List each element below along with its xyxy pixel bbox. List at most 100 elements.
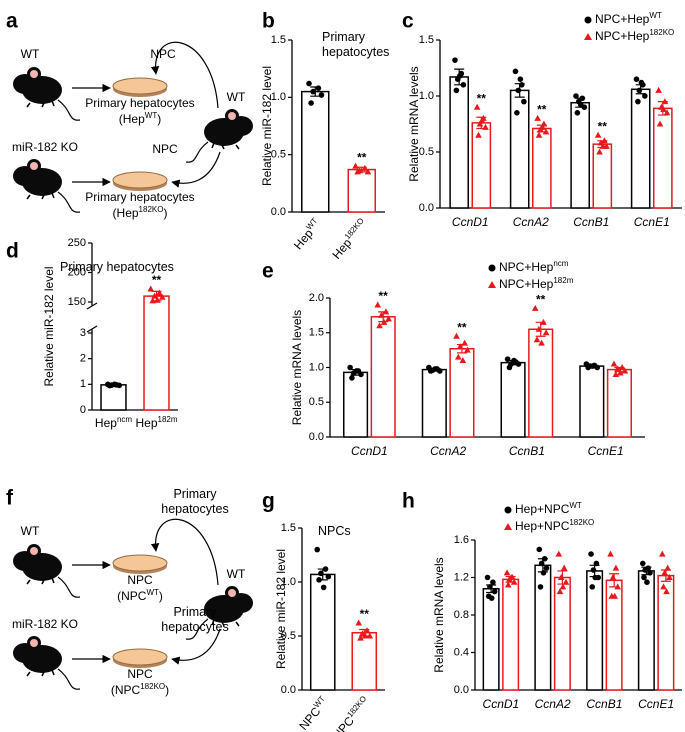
y-tick-label: 1.0: [309, 361, 324, 373]
bar: [534, 564, 552, 691]
data-point: [452, 57, 458, 63]
bar: [509, 89, 530, 209]
superscript: 182KO: [343, 216, 366, 241]
bar: [579, 365, 605, 438]
error-bar: [535, 321, 546, 337]
data-point: [374, 301, 382, 308]
mouse-icon: [13, 636, 81, 690]
y-tick-label: 0.5: [419, 146, 434, 158]
data-point: [539, 123, 546, 130]
data-point: [514, 110, 520, 116]
error-bar: [660, 569, 671, 582]
y-tick-label: 2.0: [309, 292, 324, 304]
legend-label: Hep+NPC182KO: [515, 518, 594, 534]
superscript: 182KO: [139, 205, 164, 214]
data-point: [156, 289, 163, 296]
data-point: [385, 315, 392, 322]
legend-label: NPC+HepWT: [595, 11, 662, 27]
bar: [500, 361, 526, 438]
y-tick-label: 1.2: [454, 571, 469, 583]
y-tick-label: 3: [80, 327, 86, 339]
x-tick-label: CcnE1: [634, 215, 670, 229]
data-point: [555, 550, 563, 557]
superscript: ncm: [553, 259, 568, 268]
y-tick-label: 0.5: [281, 630, 296, 642]
chart-title: NPCs: [318, 524, 351, 538]
mouse-feet: [26, 669, 55, 677]
y-tick-label: 1.6: [454, 534, 469, 546]
panel-letter: h: [402, 490, 415, 513]
data-point: [504, 581, 512, 588]
y-tick-label: 2: [80, 353, 86, 365]
superscript: ncm: [117, 415, 132, 424]
axis-break: [86, 302, 98, 333]
data-point: [610, 360, 618, 367]
y-tick-label: 0.5: [309, 396, 324, 408]
y-axis-label: Relative mRNA levels: [407, 66, 421, 181]
error-bar: [356, 166, 367, 173]
data-point: [315, 85, 322, 91]
data-point: [306, 80, 312, 87]
data-point: [455, 353, 462, 360]
chart-title-box: Primary hepatocytes: [322, 30, 389, 59]
mouse-label: WT: [21, 524, 40, 538]
dish-top: [112, 171, 168, 189]
legend-marker: [488, 264, 496, 272]
y-tick-label: 1.5: [281, 522, 296, 534]
arrow: [171, 151, 221, 188]
y-tick-label: 0.0: [454, 684, 469, 696]
bar: [570, 101, 590, 209]
y-tick-label: 1.0: [281, 576, 296, 588]
y-tick-label: 1: [80, 378, 86, 390]
superscript: 182m: [553, 276, 573, 285]
panel-letter: b: [262, 10, 275, 33]
data-point: [376, 322, 383, 329]
data-point: [642, 567, 648, 573]
data-point: [478, 117, 486, 124]
bar: [502, 578, 520, 691]
panel-letter: e: [262, 260, 274, 283]
dish-caption-sub: (Hep182KO): [113, 205, 168, 221]
bar: [351, 632, 378, 691]
y-axis-label: Relative miR-182 level: [260, 66, 274, 186]
mouse-tail: [57, 191, 81, 213]
bar: [532, 127, 552, 209]
data-point: [517, 76, 524, 82]
data-point: [464, 346, 471, 353]
chart-title-box: Primary hepatocytes: [60, 260, 174, 274]
text-part: Hep+NPC: [515, 519, 570, 533]
data-point: [589, 584, 596, 590]
x-tick-label: HepWT: [290, 216, 324, 252]
data-point: [535, 131, 543, 138]
x-tick-label: Hep182KO: [328, 216, 370, 262]
error-bar: [641, 566, 652, 576]
legend-label: NPC+Hepncm: [499, 259, 569, 275]
data-point: [660, 105, 667, 112]
data-point: [639, 560, 646, 567]
mouse-ear-inner: [30, 70, 38, 78]
bar: [301, 90, 330, 213]
data-point: [325, 573, 332, 580]
data-point: [515, 361, 522, 367]
text-part: NPC+Hep: [595, 12, 650, 26]
data-point: [556, 588, 564, 595]
x-tick-label: CcnA2: [535, 697, 571, 711]
y-axis-label: Relative miR-182 level: [42, 266, 56, 386]
error-bar: [657, 101, 668, 116]
text-part: Hep: [135, 416, 157, 430]
bar: [553, 576, 571, 691]
significance: **: [357, 150, 367, 164]
dish-top: [112, 77, 168, 95]
error-bar: [317, 568, 328, 581]
bar: [143, 295, 170, 411]
data-point: [538, 339, 545, 346]
text-part: Hep+NPC: [515, 502, 570, 516]
y-tick-label: 0.0: [271, 206, 286, 218]
error-bar: [486, 584, 497, 594]
superscript: 182KO: [140, 682, 165, 691]
bar: [586, 570, 604, 691]
dish-top: [112, 648, 168, 666]
mouse-label: miR-182 KO: [12, 617, 78, 631]
bar: [637, 570, 655, 691]
mouse-ear-inner: [228, 112, 236, 120]
